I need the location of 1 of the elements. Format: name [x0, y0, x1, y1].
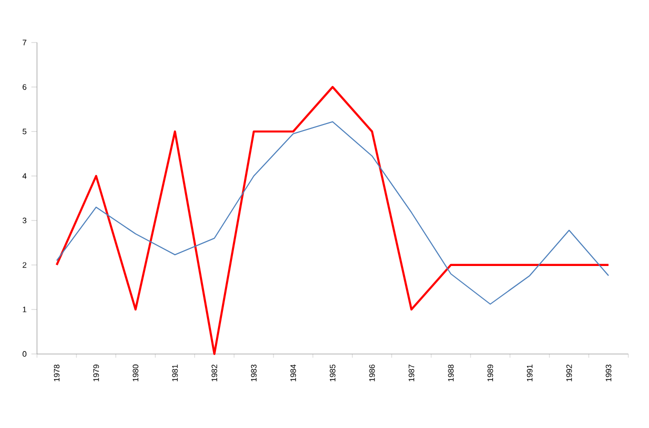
line-series	[56, 121, 610, 305]
